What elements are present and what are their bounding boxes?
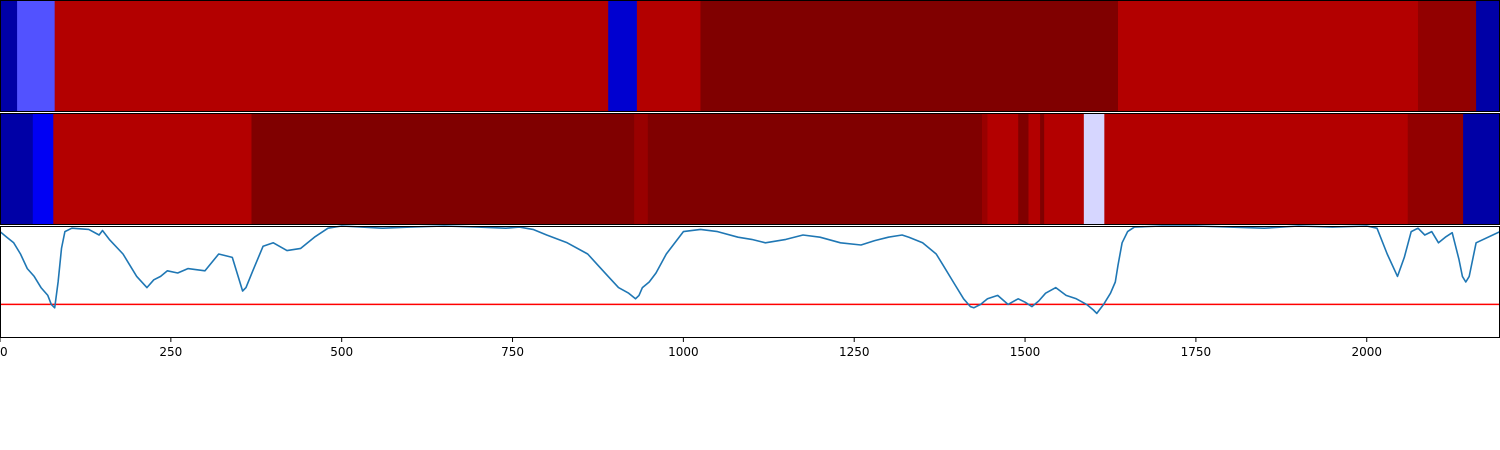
heatmap-segment [0, 113, 34, 225]
heatmap-segment [1044, 113, 1085, 225]
x-axis: 0 250 500 750 1000 1250 1500 1750 2000 [0, 338, 1382, 359]
heatmap-segment [1117, 0, 1419, 112]
heatmap-segment [1018, 113, 1029, 225]
heatmap-segment [1417, 0, 1477, 112]
heatmap-panel-top [0, 0, 1500, 112]
heatmap-segment [987, 113, 1019, 225]
heatmap-segment [608, 0, 638, 112]
heatmap-segment [647, 113, 983, 225]
x-tick-label: 1000 [668, 345, 699, 359]
line-panel-bottom [0, 225, 1500, 338]
x-tick-label: 250 [159, 345, 182, 359]
heatmap-segment [17, 0, 56, 112]
x-tick-label: 500 [330, 345, 353, 359]
heatmap-segment [1104, 113, 1409, 225]
heatmap-segment [54, 0, 609, 112]
heatmap-segment [982, 113, 988, 225]
heatmap-segment [700, 0, 1119, 112]
x-tick-label: 1250 [839, 345, 870, 359]
heatmap-segment [1040, 113, 1045, 225]
x-tick-label: 750 [501, 345, 524, 359]
heatmap-segment [1028, 113, 1041, 225]
heatmap-panel-middle [0, 113, 1500, 225]
heatmap-segment [1476, 0, 1500, 112]
heatmap-segment [1407, 113, 1464, 225]
heatmap-segment [53, 113, 252, 225]
heatmap-segment [634, 113, 649, 225]
x-tick-label: 0 [0, 345, 8, 359]
x-tick-label: 2000 [1351, 345, 1382, 359]
heatmap-segment [1083, 113, 1105, 225]
heatmap-segment [251, 113, 635, 225]
heatmap-segment [1463, 113, 1500, 225]
heatmap-segment [0, 0, 18, 112]
x-tick-label: 1750 [1181, 345, 1212, 359]
heatmap-segment [636, 0, 701, 112]
heatmap-segment [32, 113, 54, 225]
x-tick-label: 1500 [1010, 345, 1041, 359]
plot-background [0, 226, 1500, 338]
